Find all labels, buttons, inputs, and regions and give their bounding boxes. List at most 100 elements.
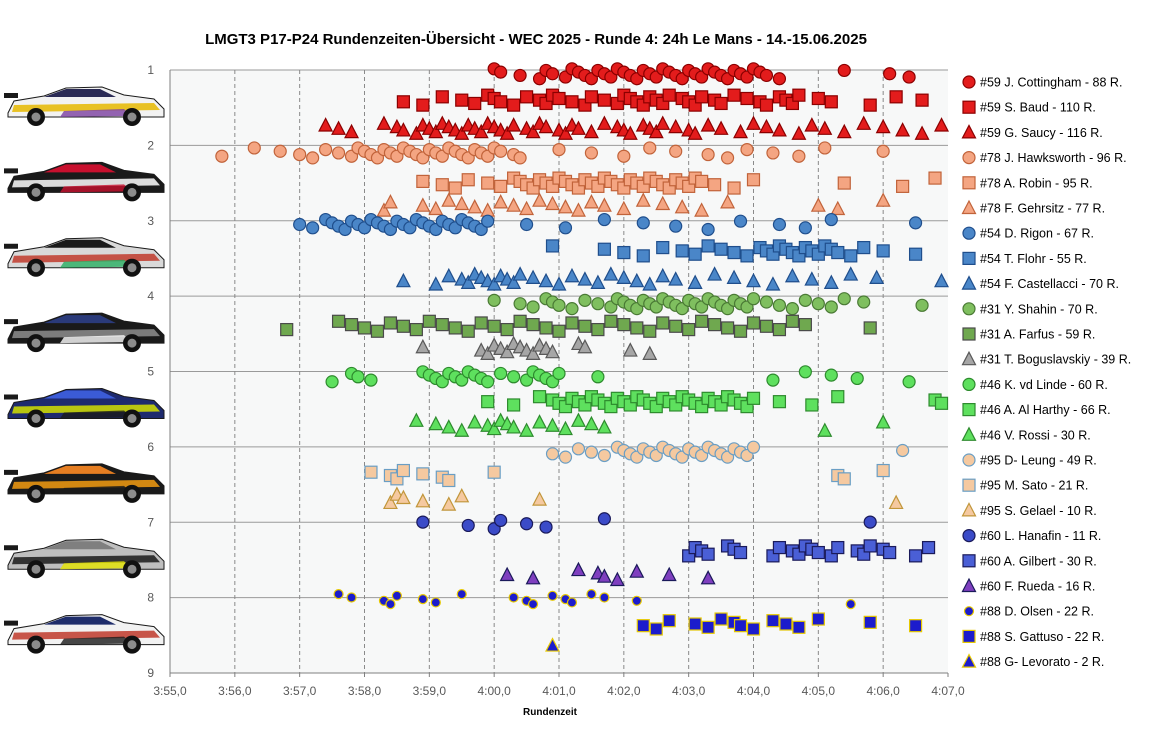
data-point	[577, 271, 593, 286]
series-6	[293, 212, 923, 237]
car-livery-accent	[60, 335, 132, 344]
data-point	[570, 412, 586, 427]
data-point	[513, 297, 527, 311]
data-point	[875, 414, 891, 429]
data-point	[306, 221, 320, 235]
data-point	[656, 316, 670, 330]
data-point	[837, 472, 851, 486]
car-rear-wing	[4, 319, 18, 325]
data-point	[441, 496, 457, 511]
legend-marker	[962, 251, 976, 265]
legend-entry: #54 D. Rigon - 67 R.	[980, 227, 1094, 241]
data-point	[844, 249, 858, 263]
legend-marker	[961, 350, 977, 366]
data-point	[552, 298, 566, 312]
data-point	[584, 146, 599, 160]
data-point	[468, 96, 482, 111]
data-point	[494, 366, 508, 381]
y-tick-label: 4	[147, 289, 154, 303]
data-point	[591, 297, 605, 311]
y-tick-label: 7	[147, 515, 154, 529]
data-point	[293, 147, 307, 162]
data-point	[701, 547, 715, 561]
data-point	[455, 93, 469, 107]
axes: 1 2 3 4 5 6 7 8 9 3:55,0 3:56,0 3:57,0 3:58,0 3:59,0 4…	[147, 63, 965, 698]
legend-entry: #54 T. Flohr - 55 R.	[980, 252, 1087, 266]
legend-marker	[961, 275, 977, 290]
data-point	[591, 322, 605, 337]
data-point	[902, 375, 916, 389]
series-9	[487, 292, 929, 316]
series-10	[280, 314, 877, 338]
legend-entry: #60 A. Gilbert - 30 R.	[980, 554, 1097, 568]
series-5	[376, 192, 891, 217]
legend-entry: #95 S. Gelael - 10 R.	[980, 504, 1097, 518]
car-image	[4, 86, 165, 126]
data-point	[547, 590, 558, 601]
data-point	[850, 371, 864, 386]
data-point	[857, 295, 871, 309]
legend-marker	[961, 124, 977, 139]
car-canopy	[44, 541, 116, 550]
data-point	[519, 517, 534, 531]
data-point	[525, 345, 541, 360]
legend-marker	[962, 528, 976, 543]
series-17	[382, 486, 904, 511]
data-point	[766, 614, 780, 628]
data-point	[908, 247, 923, 261]
data-point	[578, 293, 592, 307]
legend-marker	[962, 176, 976, 190]
data-point	[545, 195, 561, 211]
data-point	[487, 319, 501, 333]
data-point	[460, 274, 476, 289]
data-point	[591, 370, 605, 384]
car-canopy	[44, 239, 116, 248]
data-point	[545, 637, 561, 652]
data-point	[772, 540, 787, 555]
car-wheel-rim	[127, 489, 137, 499]
car-images	[4, 86, 165, 654]
legend-entry: #31 Y. Shahin - 70 R.	[980, 302, 1098, 316]
data-point	[863, 515, 877, 529]
data-point	[934, 272, 950, 288]
data-point	[494, 95, 508, 109]
data-point	[746, 292, 761, 306]
data-point	[442, 473, 456, 488]
data-point	[837, 292, 851, 306]
data-point	[376, 115, 392, 130]
data-point	[921, 540, 936, 555]
legend-marker	[961, 426, 977, 441]
data-point	[416, 98, 430, 112]
data-point	[902, 70, 916, 84]
data-point	[784, 267, 800, 283]
data-point	[798, 221, 812, 235]
data-point	[604, 314, 618, 328]
data-point	[830, 200, 846, 216]
data-point	[525, 123, 541, 139]
data-point	[746, 316, 761, 330]
data-point	[583, 123, 599, 139]
data-point	[733, 123, 749, 139]
data-point	[527, 599, 539, 610]
data-point	[631, 595, 642, 606]
data-point	[499, 343, 515, 359]
y-tick-label: 1	[147, 63, 154, 77]
data-point	[428, 123, 444, 139]
legend-entry: #78 F. Gehrsitz - 77 R.	[980, 202, 1105, 216]
data-point	[565, 95, 579, 109]
data-point	[519, 422, 535, 437]
data-point	[701, 239, 715, 253]
data-point	[597, 242, 611, 256]
data-point	[596, 197, 612, 212]
data-point	[383, 316, 398, 330]
car-wheel-rim	[31, 564, 41, 574]
data-point	[532, 390, 547, 404]
data-point	[506, 117, 522, 132]
y-tick-label: 2	[147, 138, 154, 152]
data-point	[759, 319, 774, 333]
data-point	[596, 568, 612, 583]
data-point	[519, 90, 534, 104]
series-22	[636, 612, 923, 636]
series-0	[487, 62, 916, 86]
data-point	[507, 370, 521, 384]
